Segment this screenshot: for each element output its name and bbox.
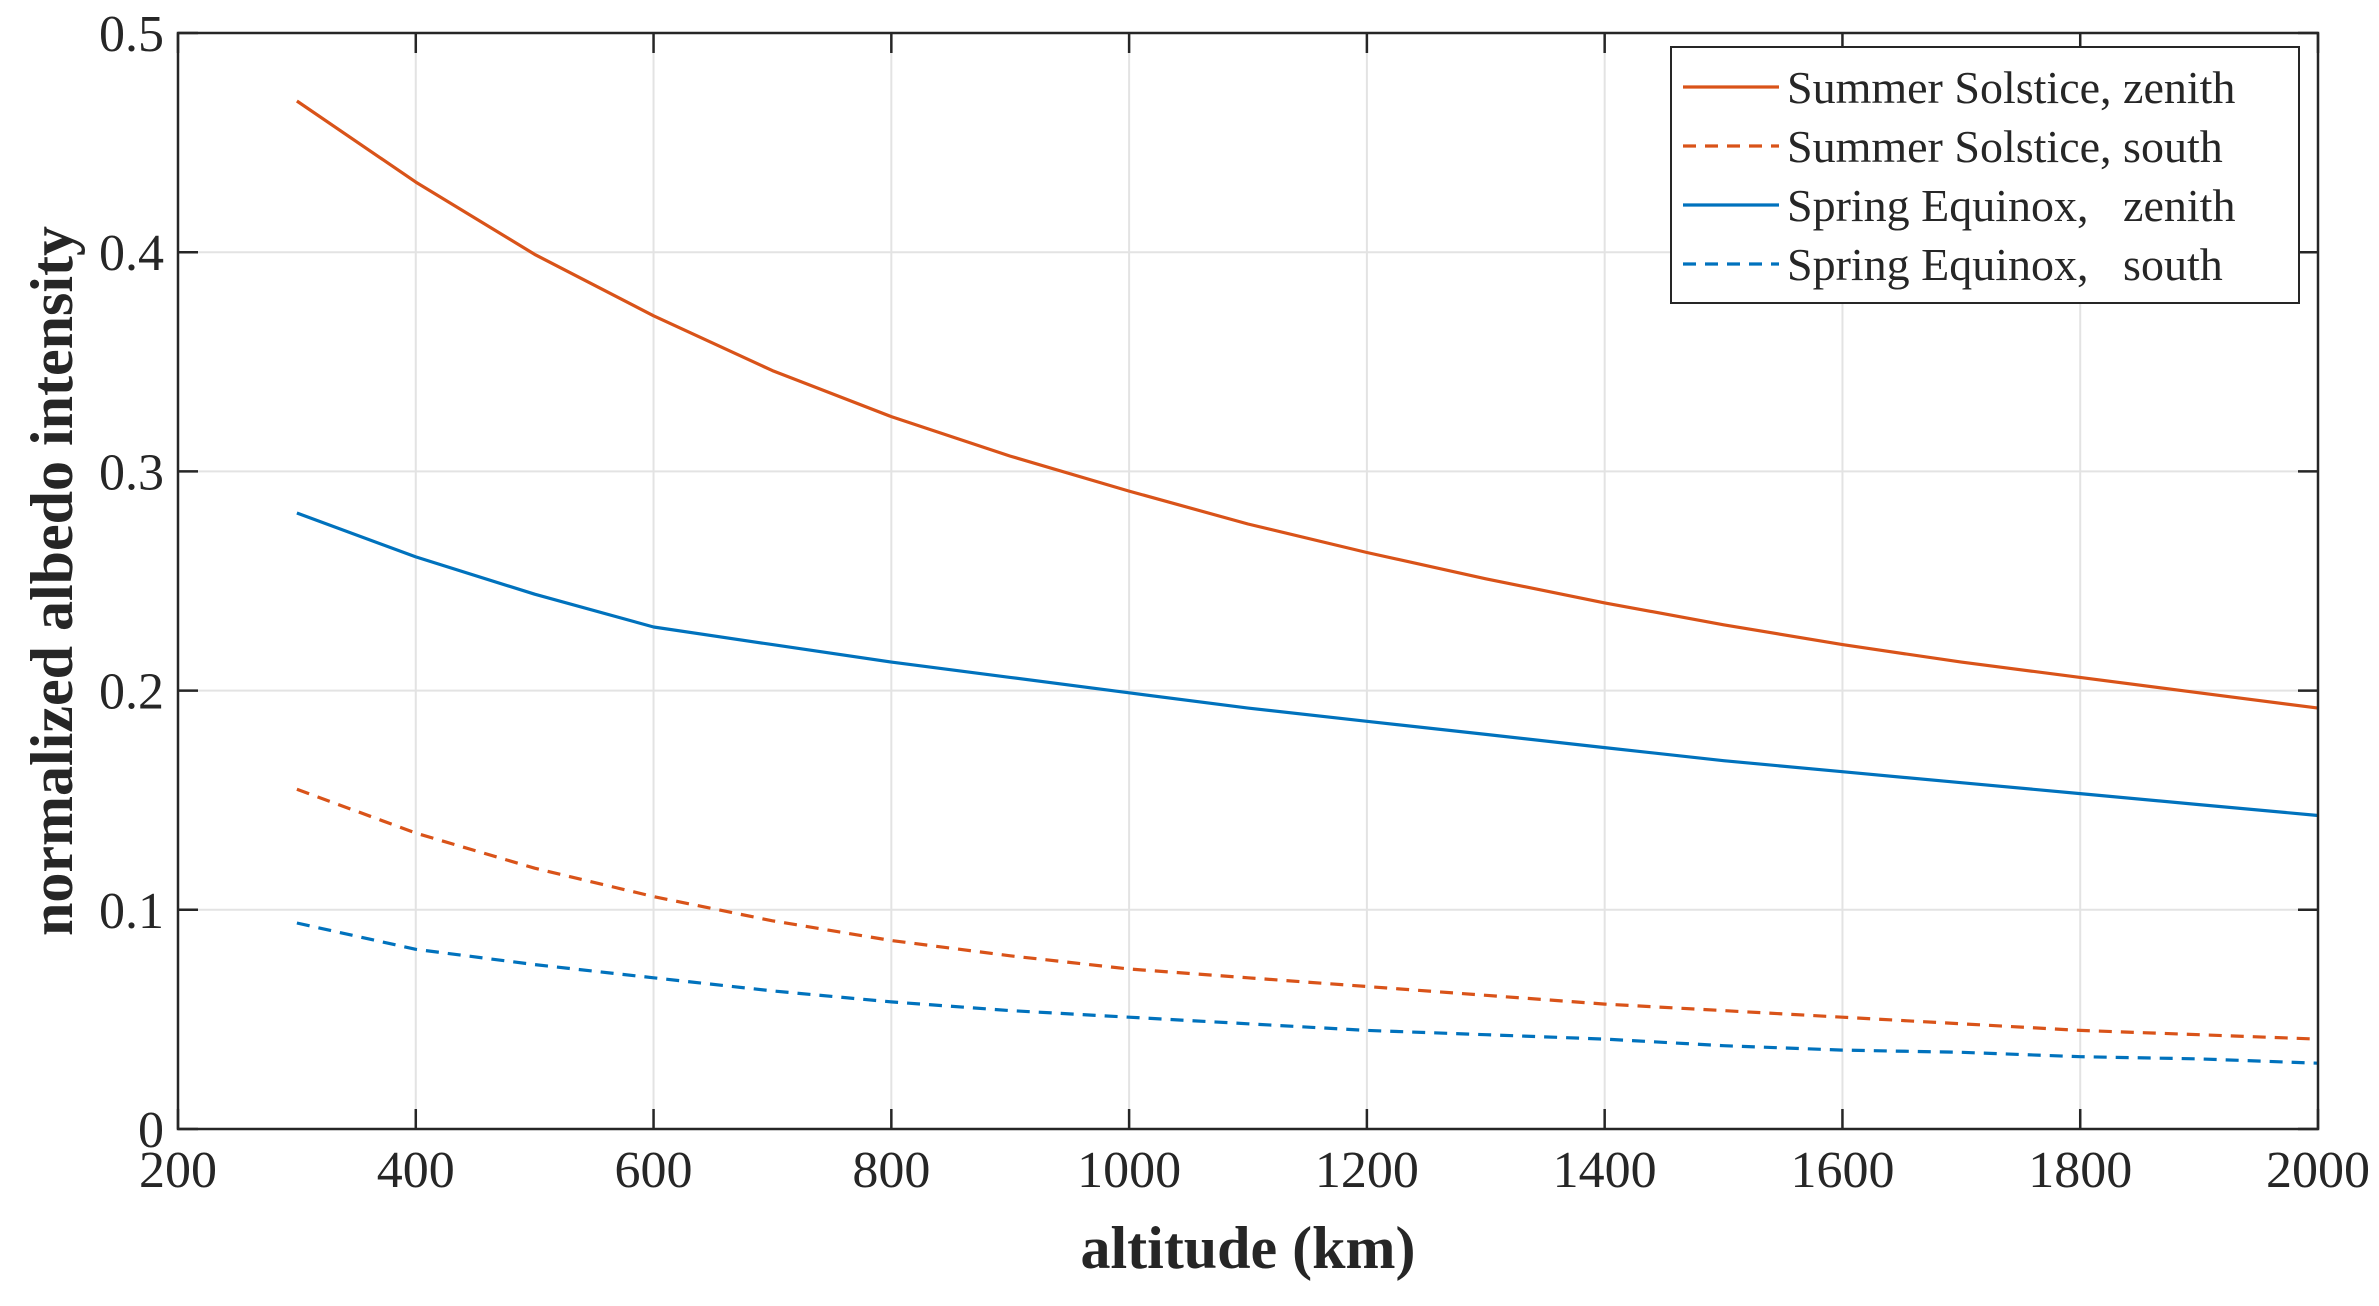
x-tick-label: 1000 [1077,1142,1181,1199]
legend-label: Spring Equinox, south [1787,239,2223,290]
x-tick-label: 200 [139,1142,217,1199]
legend: Summer Solstice, zenith Summer Solstice, … [1670,46,2300,304]
legend-box [1670,46,2300,304]
x-tick-label: 600 [615,1142,693,1199]
legend-label: Summer Solstice, south [1787,121,2223,172]
legend-label: Summer Solstice, zenith [1787,62,2235,113]
x-tick-label: 400 [377,1142,455,1199]
series-line-4 [296,921,2319,1065]
series-line-1 [295,99,2319,710]
y-tick-label: 0.4 [99,225,164,282]
plot-frame [176,31,2320,1131]
x-tick-label: 1200 [1315,1142,1419,1199]
y-tick-label: 0.5 [99,6,164,63]
axis-ticks: 200 400 600 800 1000 1200 1400 1600 1800 2000 0 0.1… [99,6,2370,1199]
y-tick-label: 0.3 [99,444,164,501]
y-tick-label: 0.2 [99,664,164,721]
x-tick-label: 1600 [1790,1142,1894,1199]
x-tick-label: 1400 [1553,1142,1657,1199]
x-axis-title: altitude (km) [1081,1215,1416,1281]
x-tick-label: 1800 [2028,1142,2132,1199]
legend-label: Spring Equinox, zenith [1787,180,2235,231]
y-axis-title: normalized albedo intensity [19,226,85,936]
series-line-2 [296,787,2319,1041]
series-line-3 [296,511,2319,818]
series-lines [295,99,2319,1065]
x-tick-label: 2000 [2266,1142,2370,1199]
y-tick-label: 0.1 [99,883,164,940]
x-tick-label: 800 [852,1142,930,1199]
y-tick-label: 0 [138,1102,164,1159]
